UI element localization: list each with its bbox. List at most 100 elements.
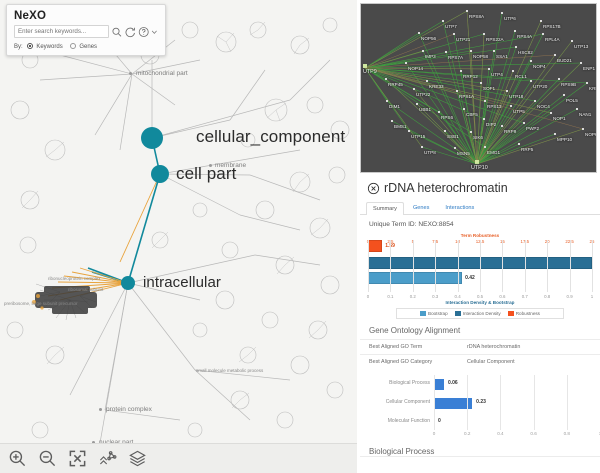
- network-gene-dot[interactable]: [582, 128, 585, 131]
- go-bar-row: Biological Process 0.06: [368, 375, 592, 395]
- graph-node-intracellular[interactable]: [121, 276, 135, 290]
- network-gene-dot[interactable]: [386, 100, 389, 103]
- search-by-genes[interactable]: Genes: [69, 43, 97, 50]
- grid-line: [502, 240, 504, 292]
- network-gene-dot[interactable]: [554, 54, 557, 57]
- go-grid-line: [533, 375, 535, 430]
- network-gene-dot[interactable]: [466, 10, 469, 13]
- network-gene-dot[interactable]: [580, 62, 583, 65]
- network-hub-utp10[interactable]: [475, 160, 479, 164]
- network-gene-dot[interactable]: [413, 88, 416, 91]
- tab-interactions[interactable]: Interactions: [445, 205, 475, 211]
- go-alignment-title: Gene Ontology Alignment: [369, 326, 461, 335]
- ontology-graph-canvas[interactable]: cellular_component cell part intracellul…: [0, 0, 357, 473]
- network-gene-dot[interactable]: [540, 20, 543, 23]
- network-gene-dot[interactable]: [470, 50, 473, 53]
- network-gene-dot[interactable]: [501, 125, 504, 128]
- network-gene-dot[interactable]: [510, 105, 513, 108]
- network-gene-dot[interactable]: [530, 60, 533, 63]
- graph-node-membrane[interactable]: [209, 164, 212, 167]
- graph-node-mitochondrial-part[interactable]: [129, 72, 132, 75]
- network-gene-dot[interactable]: [571, 40, 574, 43]
- robustness-bottom-tick: 0.4: [454, 294, 461, 299]
- network-gene-dot[interactable]: [408, 130, 411, 133]
- help-icon[interactable]: [138, 26, 149, 38]
- network-gene-dot[interactable]: [416, 103, 419, 106]
- network-gene-dot[interactable]: [422, 50, 425, 53]
- network-gene-dot[interactable]: [493, 50, 496, 53]
- search-input[interactable]: [14, 25, 109, 38]
- network-gene-dot[interactable]: [483, 33, 486, 36]
- refresh-icon[interactable]: [124, 26, 136, 38]
- tab-summary[interactable]: Summary: [366, 202, 404, 215]
- network-gene-dot[interactable]: [554, 133, 557, 136]
- network-gene-dot[interactable]: [480, 82, 483, 85]
- graph-node-cell-part[interactable]: [151, 165, 169, 183]
- chevron-down-icon[interactable]: [151, 26, 158, 38]
- tab-genes[interactable]: Genes: [412, 205, 430, 211]
- network-gene-dot[interactable]: [506, 90, 509, 93]
- network-gene-dot[interactable]: [550, 112, 553, 115]
- collapse-network-icon[interactable]: [98, 449, 117, 468]
- network-gene-dot[interactable]: [421, 146, 424, 149]
- zoom-in-icon[interactable]: [8, 449, 27, 468]
- network-gene-dot[interactable]: [460, 70, 463, 73]
- network-gene-dot[interactable]: [463, 108, 466, 111]
- network-gene-dot[interactable]: [488, 68, 491, 71]
- network-gene-dot[interactable]: [523, 122, 526, 125]
- go-bar-biological-process[interactable]: [434, 379, 444, 390]
- graph-node-protein-complex[interactable]: [99, 408, 102, 411]
- network-gene-dot[interactable]: [438, 111, 441, 114]
- bar-value-robustness: 1.59: [385, 243, 395, 249]
- network-gene-dot[interactable]: [391, 120, 394, 123]
- graph-node-nuclear-part[interactable]: [92, 441, 95, 444]
- network-gene-dot[interactable]: [444, 130, 447, 133]
- network-gene-dot[interactable]: [454, 147, 457, 150]
- bar-bootstrap[interactable]: [368, 272, 463, 284]
- radio-keywords-icon[interactable]: [26, 43, 33, 49]
- search-by-keywords[interactable]: Keywords: [26, 43, 63, 50]
- robustness-bottom-tick: 0.8: [544, 294, 551, 299]
- network-gene-dot[interactable]: [426, 80, 429, 83]
- graph-node-cellular-component[interactable]: [141, 127, 163, 149]
- network-gene-dot[interactable]: [518, 143, 521, 146]
- search-icon[interactable]: [111, 26, 122, 38]
- network-gene-dot[interactable]: [405, 62, 408, 65]
- network-gene-dot[interactable]: [501, 12, 504, 15]
- network-gene-dot[interactable]: [418, 32, 421, 35]
- legend-item-interaction-density[interactable]: Interaction Density: [454, 311, 501, 316]
- network-gene-dot[interactable]: [530, 80, 533, 83]
- network-gene-dot[interactable]: [576, 108, 579, 111]
- network-gene-dot[interactable]: [515, 46, 518, 49]
- network-gene-dot[interactable]: [534, 100, 537, 103]
- network-gene-dot[interactable]: [514, 30, 517, 33]
- network-gene-dot[interactable]: [470, 131, 473, 134]
- network-gene-dot[interactable]: [512, 70, 515, 73]
- network-hub-utp9[interactable]: [363, 64, 367, 68]
- network-gene-dot[interactable]: [563, 94, 566, 97]
- close-circle-icon[interactable]: [367, 182, 380, 195]
- gene-interaction-network[interactable]: RPS8A UTP6 UTP7 RPS17B NOP56 UTP21 RPS22A RPS4A…: [360, 3, 597, 173]
- legend-swatch: [507, 311, 514, 316]
- network-gene-dot[interactable]: [484, 100, 487, 103]
- legend-item-bootstrap[interactable]: Bootstrap: [420, 311, 448, 316]
- network-gene-dot[interactable]: [586, 82, 589, 85]
- zoom-out-icon[interactable]: [38, 449, 57, 468]
- network-gene-dot[interactable]: [453, 33, 456, 36]
- radio-genes-icon[interactable]: [69, 43, 76, 49]
- layers-icon[interactable]: [128, 449, 147, 468]
- network-gene-dot[interactable]: [484, 146, 487, 149]
- robustness-bottom-tick: 0.9: [566, 294, 573, 299]
- network-gene-dot[interactable]: [483, 118, 486, 121]
- fit-to-screen-icon[interactable]: [68, 449, 87, 468]
- bar-robustness[interactable]: [368, 240, 383, 252]
- network-gene-dot[interactable]: [456, 90, 459, 93]
- network-gene-dot[interactable]: [558, 78, 561, 81]
- go-bar-cellular-component[interactable]: [434, 398, 473, 409]
- legend-item-robustness[interactable]: Robustness: [507, 311, 540, 316]
- network-gene-dot[interactable]: [442, 20, 445, 23]
- network-gene-dot[interactable]: [542, 33, 545, 36]
- network-gene-dot[interactable]: [385, 78, 388, 81]
- network-gene-dot[interactable]: [445, 51, 448, 54]
- graph-edges: [6, 17, 350, 456]
